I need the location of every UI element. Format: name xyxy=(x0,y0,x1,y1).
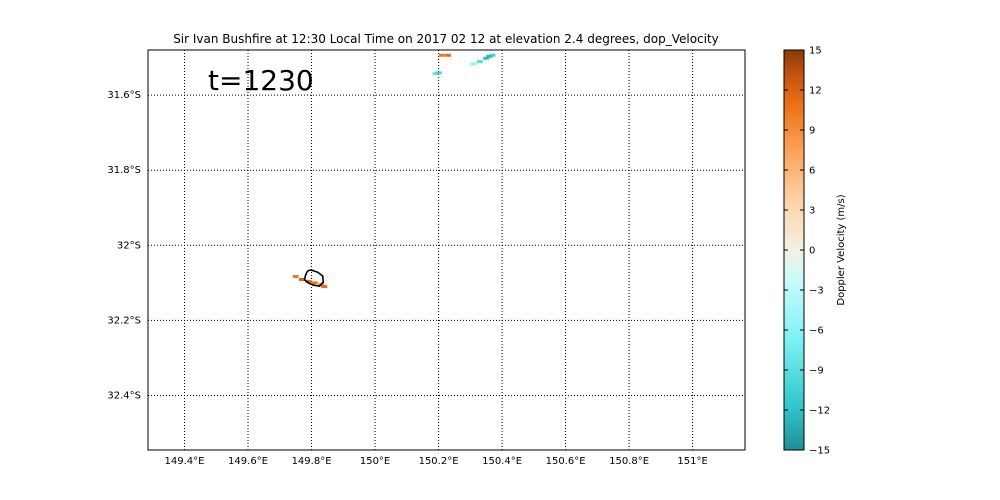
colorbar-tick-label: 12 xyxy=(809,86,822,97)
radar-echo-cell xyxy=(305,279,312,283)
x-tick-label: 150.6°E xyxy=(546,456,586,467)
colorbar-tick-label: −15 xyxy=(809,446,830,457)
x-tick-label: 151°E xyxy=(677,456,707,467)
fire-perimeter-outline xyxy=(303,269,325,288)
colorbar-tick-label: −9 xyxy=(809,366,824,377)
x-tick-label: 150.2°E xyxy=(419,456,459,467)
y-tick-label: 32.2°S xyxy=(107,315,141,326)
radar-echoes xyxy=(292,53,496,289)
colorbar-ticks: 15 12 9 6 3 0 −3 −6 −9 −12 −15 xyxy=(784,46,830,457)
colorbar-tick-label: 15 xyxy=(809,46,822,57)
radar-echo-cell xyxy=(483,56,490,60)
radar-echo-cell xyxy=(321,285,328,289)
radar-echo-cell xyxy=(470,62,477,66)
radar-echo-cell xyxy=(445,53,452,57)
radar-echo-cell xyxy=(435,71,442,75)
y-tick-label: 32°S xyxy=(117,240,141,251)
chart-title: Sir Ivan Bushfire at 12:30 Local Time on… xyxy=(173,32,719,46)
x-tick-label: 149.4°E xyxy=(165,456,205,467)
radar-echo-cell xyxy=(292,274,299,278)
y-tick-label: 31.8°S xyxy=(107,165,141,176)
colorbar-tick-label: 0 xyxy=(809,246,815,257)
grid-lines xyxy=(148,50,745,450)
radar-echo-cell xyxy=(299,277,306,281)
colorbar-tick-label: 6 xyxy=(809,166,815,177)
radar-echo-cell xyxy=(489,53,496,57)
colorbar-tick-label: −3 xyxy=(809,286,824,297)
plot-frame xyxy=(147,49,746,451)
radar-echo-cell xyxy=(486,54,493,58)
x-tick-label: 149.6°E xyxy=(228,456,268,467)
x-tick-label: 149.8°E xyxy=(292,456,332,467)
radar-echo-cell xyxy=(311,281,318,285)
radar-echo-cell xyxy=(438,53,445,57)
x-tick-label: 150.4°E xyxy=(482,456,522,467)
y-tick-label: 31.6°S xyxy=(107,90,141,101)
colorbar-tick-label: −6 xyxy=(809,326,824,337)
colorbar-tick-label: −12 xyxy=(809,406,830,417)
y-axis-ticks: 31.6°S 31.8°S 32°S 32.2°S 32.4°S xyxy=(107,90,141,401)
x-tick-label: 150.8°E xyxy=(609,456,649,467)
radar-echo-cell xyxy=(476,60,483,64)
x-axis-ticks: 149.4°E 149.6°E 149.8°E 150°E 150.2°E 150.4°E… xyxy=(165,456,708,467)
colorbar-label: Doppler Velocity (m/s) xyxy=(836,194,847,305)
colorbar-tick-label: 9 xyxy=(809,126,815,137)
y-tick-label: 32.4°S xyxy=(107,391,141,402)
colorbar-tick-label: 3 xyxy=(809,206,815,217)
radar-echo-cell xyxy=(432,72,439,76)
time-annotation: t=1230 xyxy=(208,64,314,97)
x-tick-label: 150°E xyxy=(360,456,390,467)
